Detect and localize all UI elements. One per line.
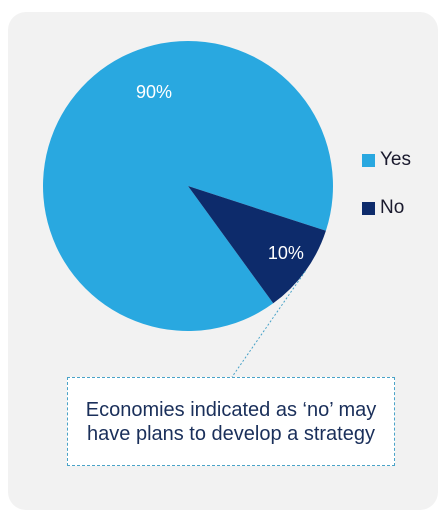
legend-item-no: No <box>362 196 440 220</box>
chart-legend: Yes No <box>362 148 440 244</box>
legend-label-no: No <box>380 197 405 218</box>
pie-slice-no <box>188 186 326 304</box>
data-label-yes: 90% <box>136 82 172 102</box>
callout-note: Economies indicated as ‘no’ may have pla… <box>67 377 395 466</box>
pie-slices <box>42 41 334 332</box>
legend-swatch-no <box>362 201 375 215</box>
pie-data-labels: 90% 10% <box>136 82 304 263</box>
callout-text: Economies indicated as ‘no’ may have pla… <box>85 398 377 445</box>
legend-label-yes: Yes <box>380 149 411 170</box>
legend-swatch-yes <box>362 153 375 167</box>
data-label-no: 10% <box>268 243 304 263</box>
legend-item-yes: Yes <box>362 148 440 172</box>
pie-slice-yes <box>42 41 334 332</box>
callout-connector-line <box>231 270 306 378</box>
